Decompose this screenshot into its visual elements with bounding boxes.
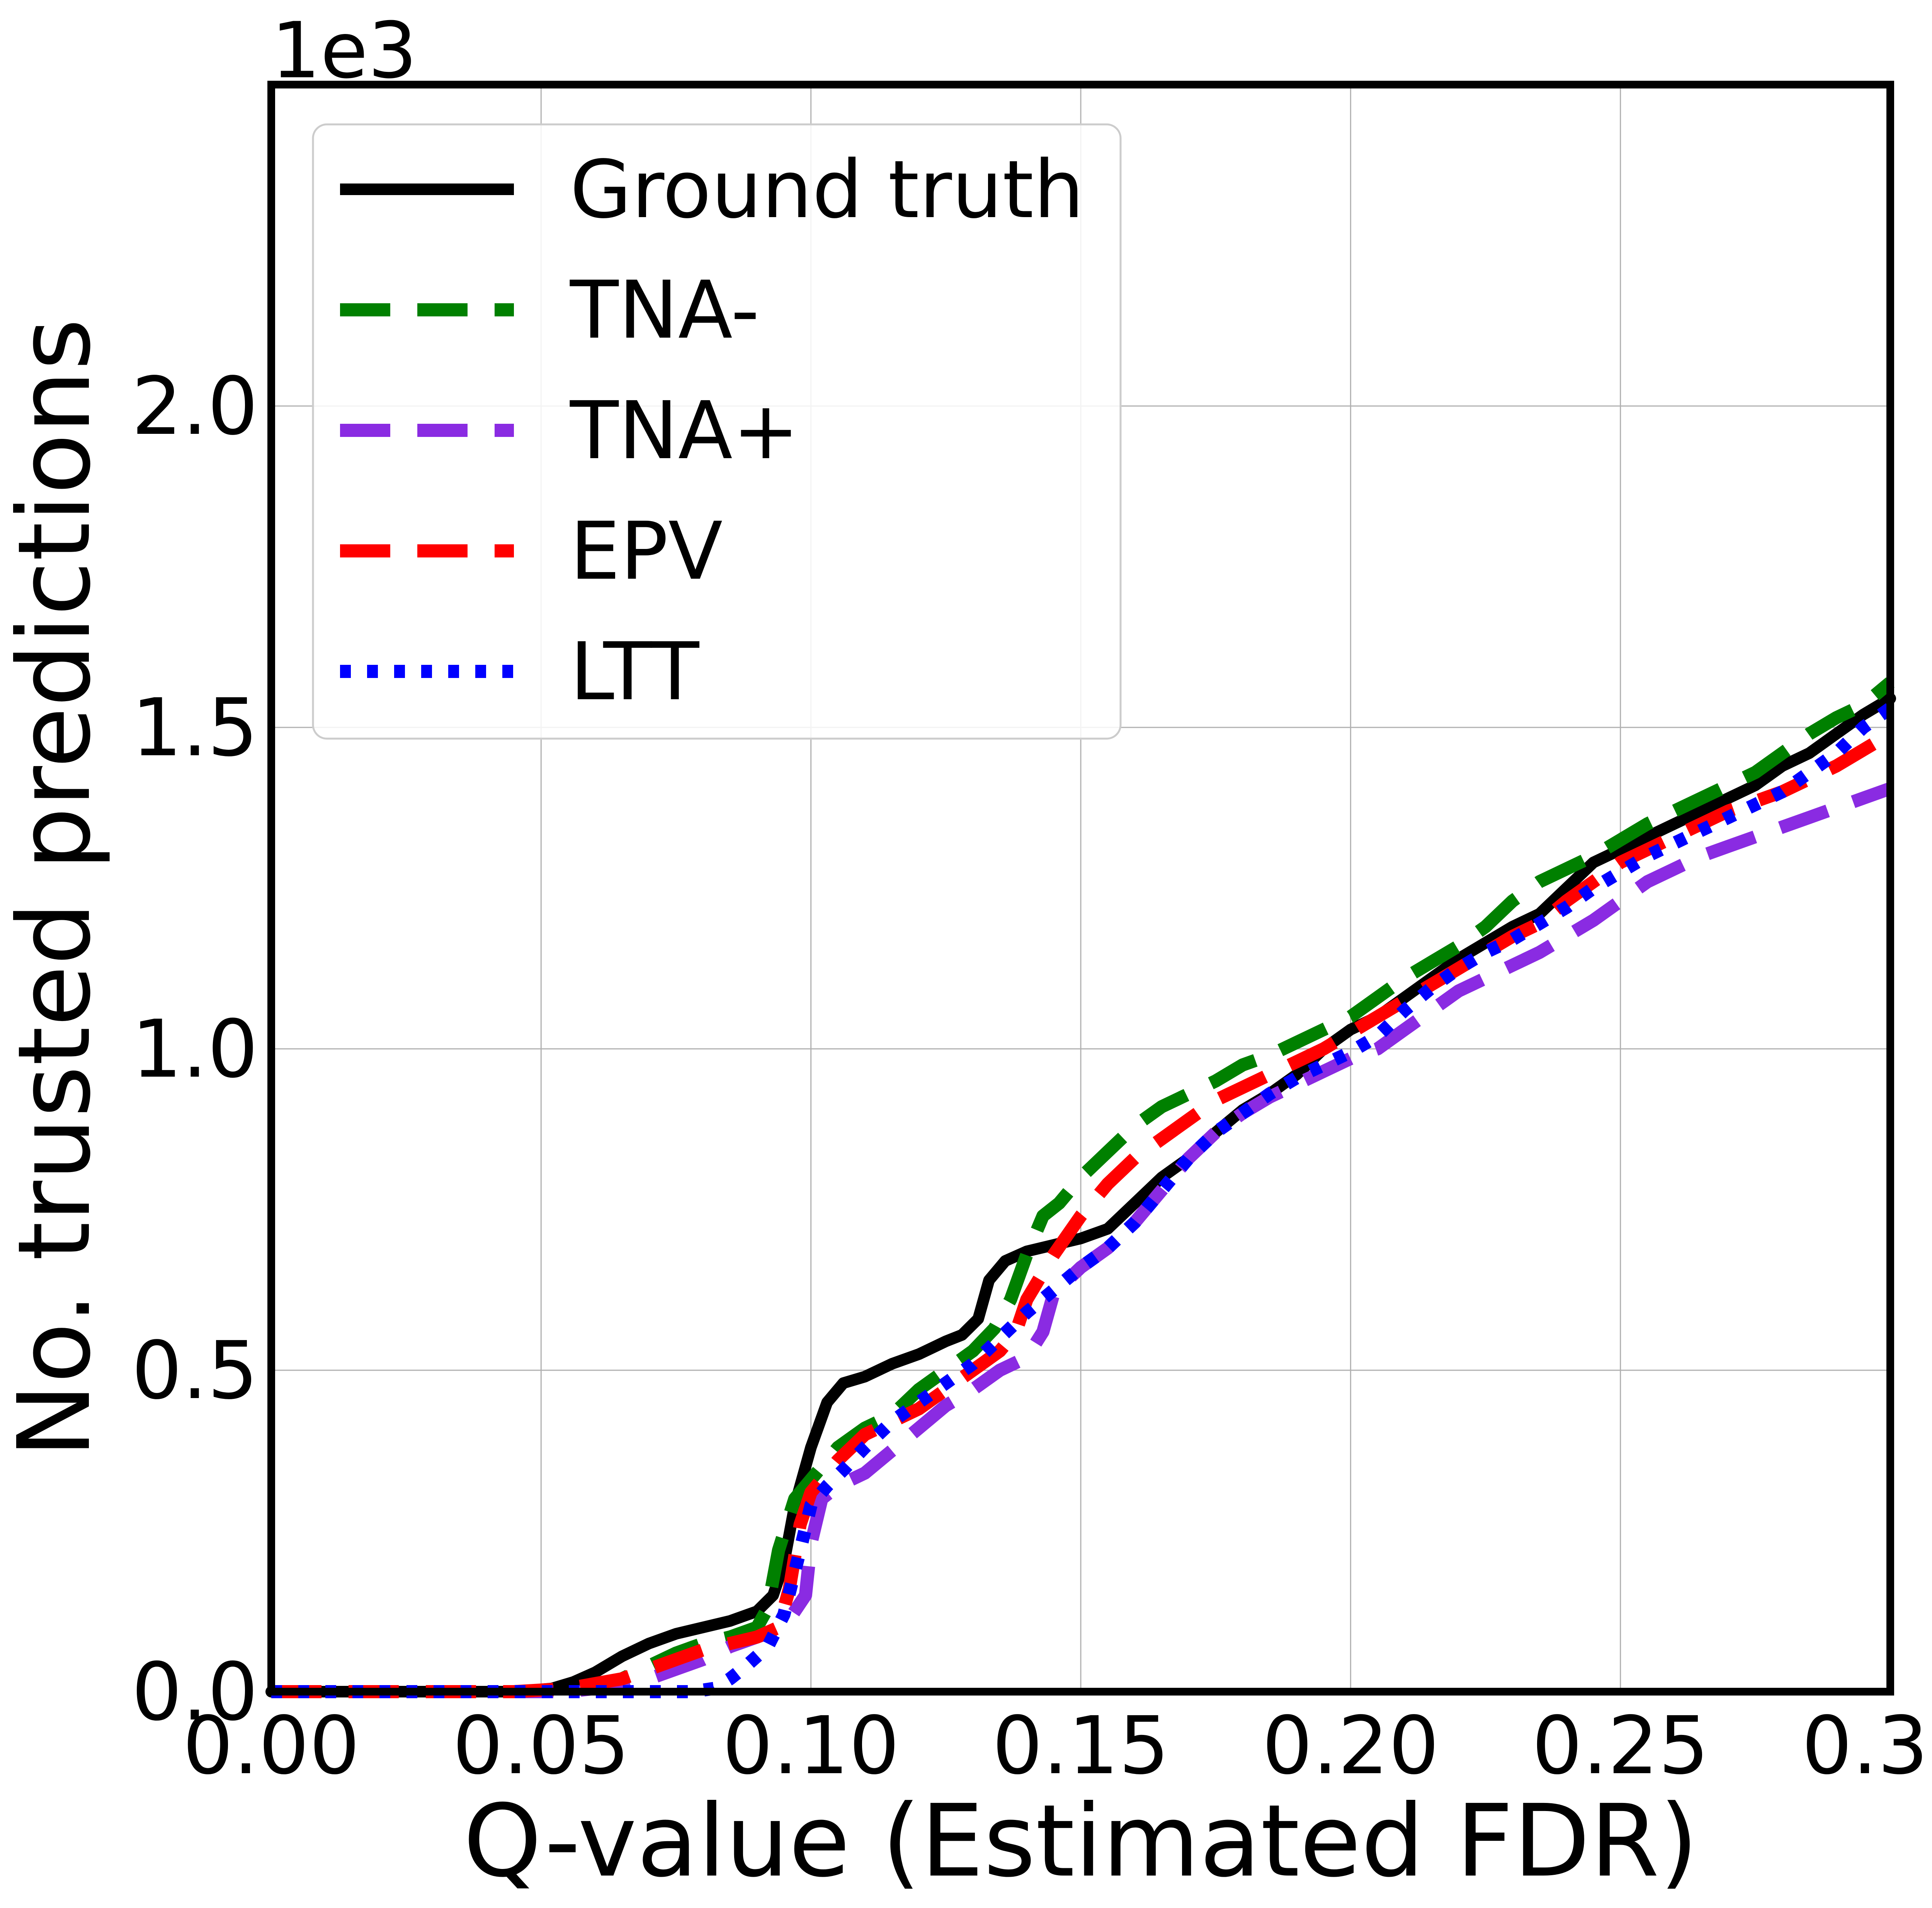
series-line-tna	[271, 782, 1893, 1698]
x-tick-label: 0.15	[992, 1699, 1170, 1792]
legend-box	[312, 123, 1122, 740]
series-line-tna	[271, 677, 1895, 1698]
x-tick-label: 0.25	[1532, 1699, 1709, 1792]
legend: Ground truth TNA- TNA+ EPV LTT	[312, 123, 1122, 740]
legend-item-tna: TNA-	[340, 264, 760, 357]
legend-label-tna: TNA-	[570, 264, 760, 357]
y-tick-label: 1.5	[131, 681, 258, 774]
legend-item-ground-truth: Ground truth	[340, 143, 1084, 236]
legend-label-tna: TNA+	[570, 384, 799, 477]
legend-item-tna: TNA+	[340, 384, 799, 477]
legend-label-epv: EPV	[570, 505, 723, 598]
y-tick-label: 2.0	[131, 360, 258, 453]
series-line-ground-truth	[265, 693, 1896, 1697]
x-axis-title: Q-value (Estimated FDR)	[463, 1783, 1698, 1899]
legend-item-ltt: LTT	[340, 625, 700, 718]
legend-label-ground-truth: Ground truth	[570, 143, 1084, 236]
y-axis-title: No. trusted predictions	[0, 318, 112, 1458]
x-tick-labels: 0.00 0.05 0.10 0.15 0.20 0.25 0.30	[183, 1699, 1932, 1792]
series-layer	[265, 677, 1896, 1698]
legend-label-ltt: LTT	[570, 625, 700, 718]
y-tick-label: 1.0	[131, 1003, 258, 1096]
y-tick-label: 0.5	[131, 1324, 258, 1417]
x-tick-label: 0.05	[452, 1699, 630, 1792]
x-tick-label: 0.30	[1802, 1699, 1932, 1792]
plot-frame	[267, 81, 1894, 1696]
x-tick-label: 0.00	[183, 1699, 360, 1792]
legend-item-epv: EPV	[340, 505, 723, 598]
y-offset-label: 1e3	[271, 6, 417, 96]
y-tick-labels: 0.0 0.5 1.0 1.5 2.0	[131, 360, 258, 1738]
y-tick-label: 0.0	[131, 1646, 258, 1738]
legend-entries: Ground truth TNA- TNA+ EPV LTT	[340, 143, 1084, 718]
x-tick-label: 0.20	[1262, 1699, 1439, 1792]
x-tick-label: 0.10	[722, 1699, 900, 1792]
